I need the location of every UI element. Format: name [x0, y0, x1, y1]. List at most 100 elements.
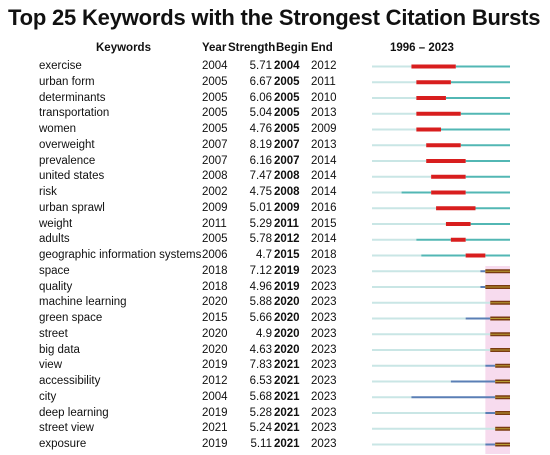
timeline-inactive-segment	[372, 144, 427, 147]
table-row: overweight 2007 8.19 2007 2013	[0, 137, 550, 153]
year-value: 2005	[202, 91, 228, 104]
timeline-inactive-segment	[372, 223, 446, 225]
timeline-inactive-segment	[372, 301, 491, 304]
table-row: street 2020 4.9 2020 2023	[0, 326, 550, 342]
year-value: 2018	[202, 280, 228, 293]
strength-value: 5.71	[249, 60, 272, 72]
table-row: women 2005 4.76 2005 2009	[0, 121, 550, 137]
year-value: 2012	[202, 375, 228, 387]
year-value: 2007	[202, 154, 228, 167]
year-value: 2011	[202, 217, 227, 230]
timeline-inactive-segment	[372, 396, 412, 399]
end-value: 2010	[311, 91, 337, 104]
end-value: 2023	[311, 422, 337, 435]
burst-bar	[431, 190, 466, 195]
burst-bar-accent	[495, 444, 510, 445]
end-value: 2013	[311, 107, 337, 120]
timeline-inactive-segment	[372, 349, 491, 351]
end-value: 2016	[311, 201, 337, 214]
begin-value: 2019	[274, 264, 300, 277]
begin-value: 2021	[274, 438, 300, 450]
burst-bar	[426, 159, 466, 163]
year-value: 2002	[202, 186, 228, 198]
begin-value: 2012	[274, 233, 300, 246]
strength-value: 8.19	[249, 138, 272, 151]
timeline-active-segment	[445, 97, 510, 99]
begin-value: 2005	[274, 75, 300, 88]
timeline-inactive-segment	[372, 207, 437, 210]
end-value: 2015	[311, 217, 337, 230]
timeline-active-segment	[441, 128, 510, 131]
timeline-inactive-segment	[372, 380, 451, 383]
timeline-active-segment	[485, 254, 510, 257]
keyword-label: machine learning	[39, 296, 127, 309]
timeline-active-segment	[450, 81, 510, 84]
table-row: geographic information systems 2006 4.7 201…	[0, 247, 550, 263]
begin-value: 2020	[274, 327, 300, 340]
burst-bar-accent	[490, 333, 510, 335]
begin-value: 2007	[274, 138, 300, 151]
begin-value: 2008	[274, 186, 300, 198]
keyword-label: city	[39, 390, 57, 403]
burst-bar	[431, 174, 466, 179]
burst-bar-accent	[485, 286, 510, 288]
year-value: 2007	[202, 138, 228, 151]
chart-title: Top 25 Keywords with the Strongest Citat…	[8, 5, 541, 30]
end-value: 2023	[311, 375, 337, 387]
year-value: 2020	[202, 327, 228, 340]
timeline-active-segment	[465, 191, 510, 194]
year-value: 2006	[202, 249, 228, 261]
begin-value: 2005	[274, 123, 300, 135]
timeline-inactive-segment	[372, 427, 496, 430]
burst-bar	[445, 222, 471, 226]
end-value: 2014	[311, 186, 337, 198]
timeline-active-segment	[485, 443, 496, 446]
begin-value: 2021	[274, 406, 300, 419]
table-row: risk 2002 4.75 2008 2014	[0, 184, 550, 200]
strength-value: 5.78	[249, 233, 272, 246]
strength-value: 5.68	[249, 390, 272, 403]
begin-value: 2021	[274, 359, 300, 372]
year-value: 2005	[202, 75, 228, 88]
header-end: End	[311, 42, 333, 54]
timeline-inactive-segment	[372, 81, 417, 84]
timeline-active-segment	[411, 396, 496, 399]
table-row: quality 2018 4.96 2019 2023	[0, 279, 550, 295]
year-value: 2005	[202, 233, 228, 246]
year-value: 2018	[202, 264, 228, 277]
end-value: 2023	[311, 390, 337, 403]
year-value: 2021	[202, 422, 228, 435]
timeline-active-segment	[485, 412, 496, 414]
begin-value: 2021	[274, 375, 300, 387]
table-row: street view 2021 5.24 2021 2023	[0, 420, 550, 436]
header-strength: Strength	[228, 42, 276, 54]
table-row: adults 2005 5.78 2012 2014	[0, 231, 550, 247]
end-value: 2023	[311, 438, 337, 450]
begin-value: 2011	[274, 217, 299, 230]
strength-value: 7.47	[249, 170, 272, 183]
burst-bar	[416, 111, 461, 116]
keyword-label: overweight	[39, 138, 95, 151]
begin-value: 2009	[274, 201, 300, 214]
begin-value: 2007	[274, 154, 300, 167]
strength-value: 6.67	[249, 75, 272, 88]
year-value: 2019	[202, 438, 228, 450]
keyword-label: united states	[39, 170, 105, 183]
timeline-active-segment	[416, 238, 451, 241]
strength-value: 4.7	[256, 249, 272, 261]
keyword-label: women	[39, 123, 77, 135]
timeline-inactive-segment	[372, 412, 486, 414]
burst-bar-accent	[485, 270, 510, 272]
end-value: 2014	[311, 170, 337, 183]
table-row: big data 2020 4.63 2020 2023	[0, 342, 550, 358]
table-row: urban sprawl 2009 5.01 2009 2016	[0, 200, 550, 216]
end-value: 2014	[311, 233, 337, 246]
timeline-inactive-segment	[372, 286, 481, 288]
year-value: 2004	[202, 60, 228, 72]
end-value: 2023	[311, 264, 337, 277]
end-value: 2013	[311, 138, 337, 151]
table-row: prevalence 2007 6.16 2007 2014	[0, 153, 550, 169]
year-value: 2020	[202, 296, 228, 309]
burst-bar-accent	[495, 381, 510, 382]
